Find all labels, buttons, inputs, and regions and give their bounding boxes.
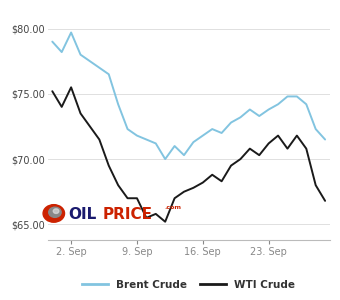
Text: OIL: OIL (68, 207, 96, 222)
Legend: Brent Crude, WTI Crude: Brent Crude, WTI Crude (82, 280, 295, 290)
Circle shape (43, 205, 65, 222)
Text: PRICE: PRICE (103, 207, 153, 222)
Circle shape (49, 207, 61, 218)
Text: .com: .com (165, 205, 182, 210)
Circle shape (53, 209, 59, 213)
